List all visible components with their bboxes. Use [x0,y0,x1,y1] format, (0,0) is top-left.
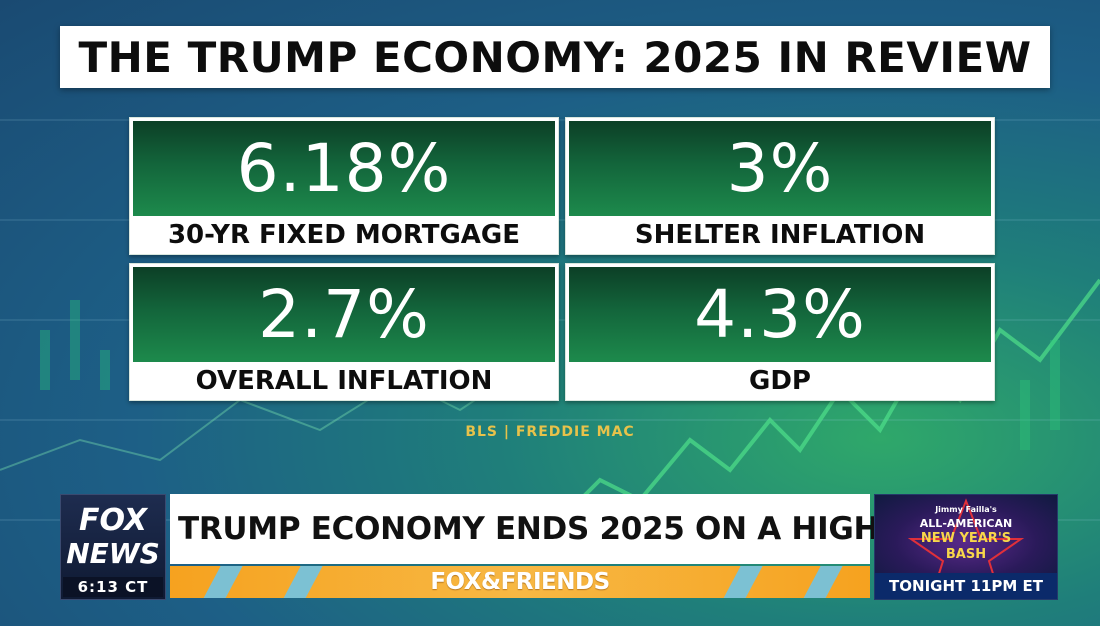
promo-line-3: BASH [945,547,987,562]
decorative-stripe [794,566,848,598]
clock-time: 6:13 CT [63,577,163,597]
stat-label: SHELTER INFLATION [634,220,926,250]
fox-news-logo: FOX NEWS 6:13 CT [60,494,166,600]
stat-card-shelter-inflation: 3% SHELTER INFLATION [565,117,995,255]
stat-value: 6.18% [236,130,452,207]
decorative-stripe [714,566,768,598]
source-credit: BLS | FREDDIE MAC [465,424,635,440]
stat-value-box: 2.7% [133,267,555,362]
decorative-stripe [194,566,248,598]
stat-label: GDP [749,366,811,396]
logo-word-bottom: NEWS [66,537,160,570]
stat-label: OVERALL INFLATION [195,366,493,396]
decorative-stripe [274,566,328,598]
promo-host: Jimmy Failla's [935,505,997,514]
stat-value-box: 4.3% [569,267,991,362]
show-name: FOX&FRIENDS [430,569,610,595]
headline-banner: TRUMP ECONOMY ENDS 2025 ON A HIGH NOTE [170,494,983,564]
stat-value: 2.7% [258,276,430,353]
stat-value: 4.3% [694,276,866,353]
title-banner: THE TRUMP ECONOMY: 2025 IN REVIEW [60,26,1050,88]
stat-card-mortgage: 6.18% 30-YR FIXED MORTGAGE [129,117,559,255]
star-icon [907,498,1025,573]
promo-time: TONIGHT 11PM ET [875,573,1057,599]
logo-word-top: FOX [78,503,148,538]
promo-line-2: NEW YEAR'S [920,531,1012,546]
stat-value-box: 6.18% [133,121,555,216]
promo-art: Jimmy Failla's ALL-AMERICAN NEW YEAR'S B… [875,495,1057,573]
show-name-bar: FOX&FRIENDS [170,566,870,598]
promo-panel: Jimmy Failla's ALL-AMERICAN NEW YEAR'S B… [874,494,1058,600]
promo-line-1: ALL-AMERICAN [919,517,1013,530]
headline-text: TRUMP ECONOMY ENDS 2025 ON A HIGH NOTE [178,511,984,547]
stat-value-box: 3% [569,121,991,216]
page-title: THE TRUMP ECONOMY: 2025 IN REVIEW [78,32,1032,82]
stat-value: 3% [726,130,834,207]
stat-card-gdp: 4.3% GDP [565,263,995,401]
stat-label: 30-YR FIXED MORTGAGE [167,220,521,250]
stat-card-overall-inflation: 2.7% OVERALL INFLATION [129,263,559,401]
